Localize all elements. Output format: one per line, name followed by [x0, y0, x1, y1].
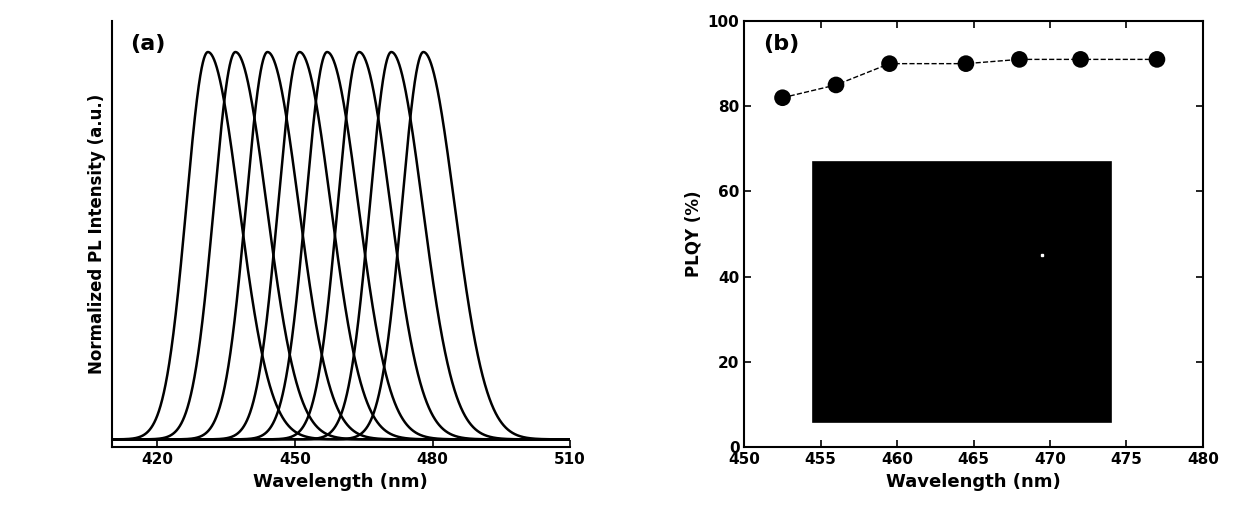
Point	[826, 81, 846, 89]
Bar	[813, 161, 1111, 421]
Y-axis label: PLQY (%): PLQY (%)	[684, 191, 702, 277]
Point	[879, 59, 899, 68]
Point	[1070, 55, 1090, 64]
Y-axis label: Normalized PL Intensity (a.u.): Normalized PL Intensity (a.u.)	[88, 94, 107, 374]
Point	[773, 94, 792, 102]
Point	[956, 59, 976, 68]
Point	[1009, 55, 1029, 64]
Text: (b): (b)	[763, 34, 799, 54]
X-axis label: Wavelength (nm): Wavelength (nm)	[887, 472, 1061, 491]
X-axis label: Wavelength (nm): Wavelength (nm)	[253, 472, 428, 491]
Text: (a): (a)	[130, 34, 165, 54]
Point	[1147, 55, 1167, 64]
